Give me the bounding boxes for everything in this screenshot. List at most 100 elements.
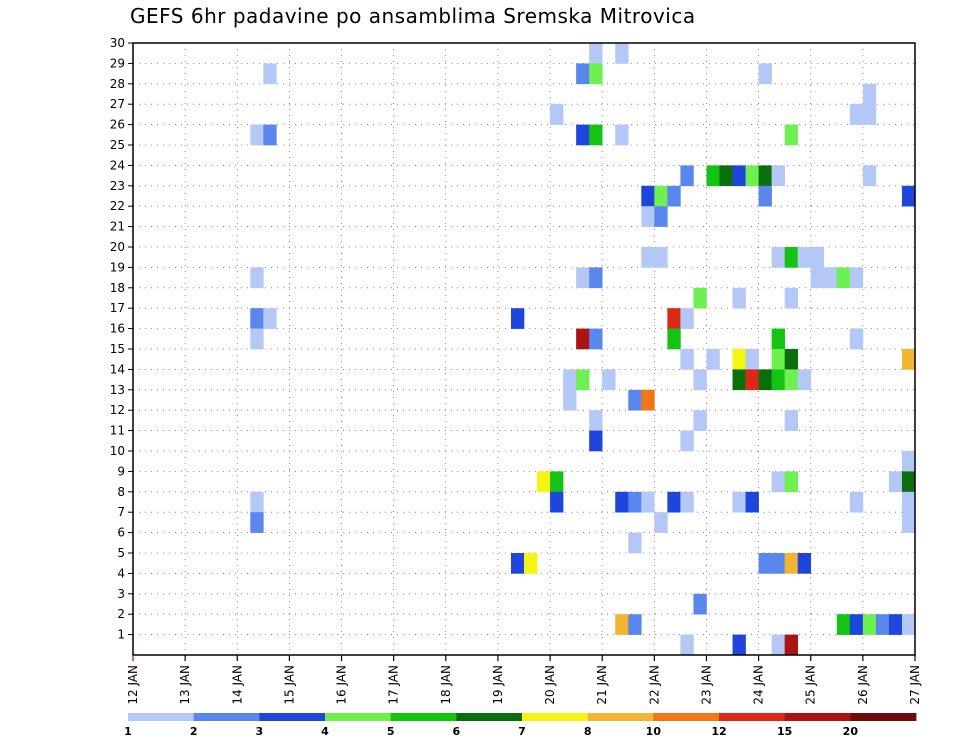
colorbar-label: 7 [518, 725, 526, 738]
colorbar-label: 4 [321, 725, 329, 738]
precip-cell [771, 471, 785, 493]
precip-cell [641, 206, 655, 227]
precip-cell [849, 267, 864, 289]
precip-cell [615, 614, 629, 635]
precip-cell [589, 43, 603, 64]
precip-cell [745, 369, 759, 391]
chart-title: GEFS 6hr padavine po ansamblima Sremska … [130, 4, 696, 28]
x-tick-label: 24 JAN [752, 665, 766, 705]
precip-cell [758, 185, 772, 207]
precip-cell [693, 593, 707, 615]
precip-cell [615, 124, 629, 146]
precip-cell [797, 553, 812, 574]
precip-cell [615, 491, 629, 513]
y-tick-label: 16 [110, 322, 125, 336]
precip-cell [732, 165, 746, 187]
precip-cell [667, 491, 681, 513]
precip-cell [810, 247, 825, 268]
x-tick-label: 20 JAN [543, 665, 557, 705]
y-tick-label: 1 [117, 628, 125, 642]
precip-cell [771, 369, 785, 391]
precip-cell [263, 308, 277, 329]
precip-cell [745, 491, 759, 513]
precip-cell [589, 328, 603, 350]
precip-cell [888, 471, 903, 493]
precip-cell [771, 349, 785, 370]
y-tick-label: 22 [110, 199, 125, 213]
precip-cell [510, 308, 525, 329]
precip-cell [602, 369, 616, 391]
precip-cell [550, 471, 564, 493]
colorbar-swatch [653, 713, 720, 721]
precip-cell [810, 267, 825, 289]
precip-cell [732, 491, 746, 513]
precip-cell [680, 349, 694, 370]
precip-cell [849, 328, 864, 350]
precip-cell [732, 634, 746, 656]
precipitation-cells [250, 43, 916, 656]
precip-cell [784, 471, 798, 493]
precip-cell [875, 614, 890, 635]
precip-cell [901, 491, 916, 513]
precip-cell [771, 165, 785, 187]
x-tick-label: 13 JAN [178, 665, 192, 705]
colorbar-swatch [259, 713, 326, 721]
precip-cell [589, 63, 603, 85]
precip-cell [250, 491, 264, 513]
precip-cell [563, 369, 577, 391]
colorbar-label: 8 [584, 725, 592, 738]
x-tick-label: 15 JAN [282, 665, 296, 705]
precip-cell [693, 369, 707, 391]
colorbar-swatch [719, 713, 786, 721]
precip-cell [849, 104, 864, 125]
colorbar-swatch [325, 713, 392, 721]
precip-cell [667, 328, 681, 350]
precip-cell [250, 308, 264, 329]
precip-cell [537, 471, 551, 493]
x-axis: 12 JAN 13 JAN 14 JAN 15 JAN 16 JAN 17 JAN 18 J… [126, 655, 922, 705]
precip-cell [784, 369, 798, 391]
precip-cell [250, 328, 264, 350]
precip-cell [758, 369, 772, 391]
x-tick-label: 12 JAN [126, 665, 140, 705]
precip-cell [784, 553, 798, 574]
precip-cell [784, 247, 798, 268]
precip-cell [563, 389, 577, 411]
precip-cell [862, 165, 877, 187]
precip-cell [641, 389, 655, 411]
precip-cell [693, 410, 707, 431]
y-tick-label: 2 [117, 607, 125, 621]
precip-cell [576, 369, 590, 391]
y-tick-label: 4 [117, 566, 125, 580]
precip-cell [680, 165, 694, 187]
precip-cell [901, 512, 916, 533]
precip-cell [589, 410, 603, 431]
precip-cell [706, 349, 720, 370]
precip-cell [706, 165, 720, 187]
precip-cell [836, 267, 851, 289]
y-tick-label: 23 [110, 179, 125, 193]
precip-cell [797, 247, 812, 268]
colorbar-swatch [390, 713, 457, 721]
precip-cell [667, 308, 681, 329]
precip-cell [680, 308, 694, 329]
precip-cell [771, 247, 785, 268]
precip-cell [836, 614, 851, 635]
precip-cell [745, 349, 759, 370]
precip-cell [823, 267, 838, 289]
colorbar-label: 2 [190, 725, 198, 738]
x-tick-label: 21 JAN [595, 665, 609, 705]
precip-cell [589, 430, 603, 452]
precip-cell [693, 287, 707, 309]
colorbar: 1 2 3 4 5 6 7 8 10 12 15 20 [124, 713, 917, 738]
colorbar-label: 6 [453, 725, 461, 738]
y-tick-label: 25 [110, 138, 125, 152]
colorbar-swatch [193, 713, 260, 721]
precip-cell [758, 63, 772, 85]
precip-cell [654, 206, 668, 227]
precip-cell [901, 614, 916, 635]
precip-cell [745, 165, 759, 187]
precip-cell [758, 553, 772, 574]
x-tick-label: 26 JAN [856, 665, 870, 705]
y-tick-label: 27 [110, 97, 125, 111]
